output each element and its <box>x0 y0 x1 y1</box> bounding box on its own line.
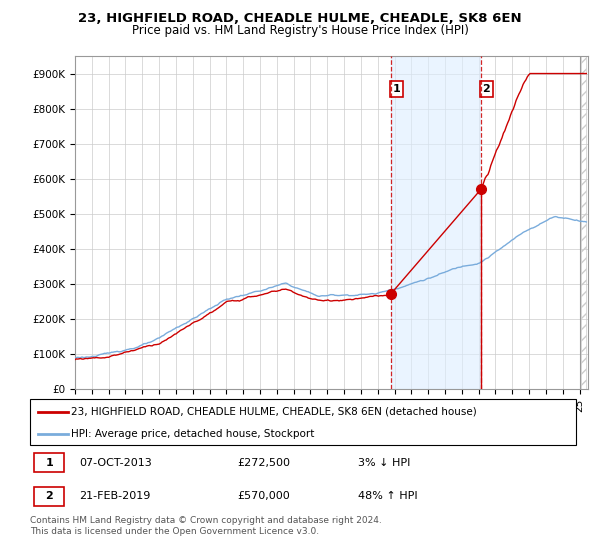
Text: 2: 2 <box>482 84 490 94</box>
FancyBboxPatch shape <box>34 453 64 473</box>
Text: 21-FEB-2019: 21-FEB-2019 <box>79 491 151 501</box>
Text: £272,500: £272,500 <box>238 458 290 468</box>
Text: Price paid vs. HM Land Registry's House Price Index (HPI): Price paid vs. HM Land Registry's House … <box>131 24 469 37</box>
Text: 1: 1 <box>46 458 53 468</box>
Text: 1: 1 <box>392 84 400 94</box>
Text: 3% ↓ HPI: 3% ↓ HPI <box>358 458 410 468</box>
Text: 2: 2 <box>46 491 53 501</box>
FancyBboxPatch shape <box>34 487 64 506</box>
Text: 23, HIGHFIELD ROAD, CHEADLE HULME, CHEADLE, SK8 6EN (detached house): 23, HIGHFIELD ROAD, CHEADLE HULME, CHEAD… <box>71 407 476 417</box>
Text: HPI: Average price, detached house, Stockport: HPI: Average price, detached house, Stoc… <box>71 429 314 438</box>
FancyBboxPatch shape <box>30 399 576 445</box>
Text: Contains HM Land Registry data © Crown copyright and database right 2024.
This d: Contains HM Land Registry data © Crown c… <box>30 516 382 536</box>
Text: 23, HIGHFIELD ROAD, CHEADLE HULME, CHEADLE, SK8 6EN: 23, HIGHFIELD ROAD, CHEADLE HULME, CHEAD… <box>78 12 522 25</box>
Text: 07-OCT-2013: 07-OCT-2013 <box>79 458 152 468</box>
Text: £570,000: £570,000 <box>238 491 290 501</box>
Text: 48% ↑ HPI: 48% ↑ HPI <box>358 491 417 501</box>
